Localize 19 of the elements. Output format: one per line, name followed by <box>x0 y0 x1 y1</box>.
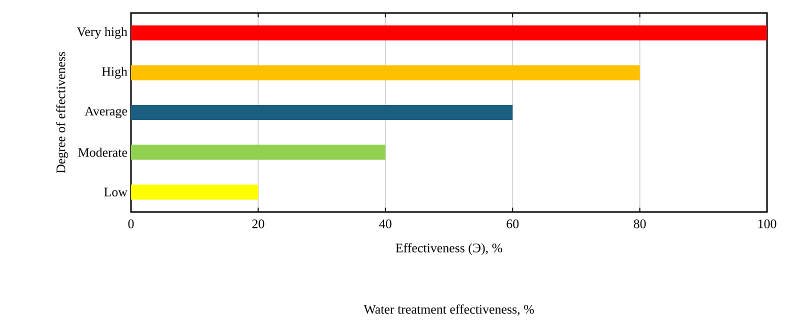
y-tick-label: Very high <box>76 27 128 39</box>
x-tick-label: 40 <box>379 220 392 228</box>
y-tick-label: High <box>102 66 128 79</box>
bar <box>131 105 513 120</box>
x-tick-label: 60 <box>506 220 519 228</box>
x-tick-label: 20 <box>252 220 264 228</box>
y-tick-label: Average <box>84 106 128 118</box>
x-axis-title: Effectiveness (Э), % <box>396 243 502 255</box>
x-tick-label: 100 <box>758 220 776 228</box>
x-tick-label: 80 <box>634 220 646 228</box>
bar <box>131 144 386 160</box>
bar <box>131 25 768 40</box>
bar <box>131 184 258 200</box>
y-tick-label: Moderate <box>78 148 128 157</box>
y-axis-title: Degree of effectiveness <box>56 52 68 174</box>
y-tick-label: Low <box>104 188 128 196</box>
x-tick-label: 0 <box>128 220 134 228</box>
text: Water treatment effectiveness, % <box>364 304 534 316</box>
bar <box>131 65 640 80</box>
